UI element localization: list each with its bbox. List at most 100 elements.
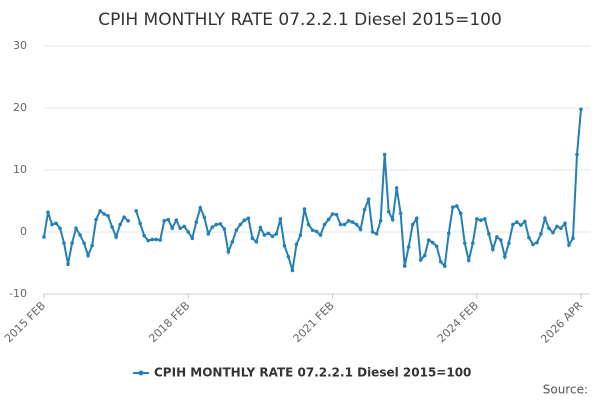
point xyxy=(334,212,339,217)
point xyxy=(122,215,126,219)
point xyxy=(318,233,323,237)
point xyxy=(410,222,415,227)
point xyxy=(462,241,467,245)
point xyxy=(206,232,211,236)
chart-title: CPIH MONTHLY RATE 07.2.2.1 Diesel 2015=1… xyxy=(98,10,502,30)
point xyxy=(547,226,551,231)
point xyxy=(390,217,395,222)
point xyxy=(42,235,46,239)
point xyxy=(278,217,283,221)
point xyxy=(202,215,207,219)
point xyxy=(434,244,439,249)
point xyxy=(394,186,399,190)
point xyxy=(86,253,90,258)
y-tick-label: -10 xyxy=(9,287,27,300)
y-tick-label: 10 xyxy=(13,163,27,176)
point xyxy=(98,209,102,213)
point xyxy=(338,222,343,227)
point xyxy=(94,217,98,222)
point xyxy=(290,268,295,273)
point xyxy=(571,236,575,240)
point xyxy=(406,245,411,249)
point xyxy=(178,226,183,231)
point xyxy=(306,222,311,227)
source: Source: xyxy=(543,383,588,397)
legend-marker xyxy=(138,370,144,376)
point xyxy=(310,228,315,232)
point xyxy=(507,241,511,245)
point xyxy=(110,225,114,229)
point xyxy=(487,232,491,236)
point xyxy=(499,238,503,242)
point xyxy=(226,250,231,254)
point xyxy=(90,243,94,248)
point xyxy=(50,222,54,227)
point xyxy=(326,217,331,222)
point xyxy=(190,236,195,240)
point xyxy=(286,254,291,259)
point xyxy=(74,226,78,231)
x-tick-label: 2021 FEB xyxy=(291,299,337,345)
point xyxy=(210,225,215,229)
point xyxy=(246,216,251,221)
point xyxy=(483,217,487,221)
point xyxy=(114,235,118,239)
point xyxy=(182,224,187,229)
point xyxy=(146,238,150,243)
x-tick-label: 2024 FEB xyxy=(435,299,481,345)
point xyxy=(539,232,543,236)
point xyxy=(82,241,86,245)
point xyxy=(567,243,571,247)
point xyxy=(118,222,122,227)
point xyxy=(559,226,563,231)
point xyxy=(186,230,191,234)
point xyxy=(555,224,559,229)
point xyxy=(126,219,130,223)
point xyxy=(382,152,387,157)
point xyxy=(170,226,175,231)
point xyxy=(298,233,303,237)
point xyxy=(438,259,443,264)
point xyxy=(54,221,58,226)
point xyxy=(294,242,299,247)
point xyxy=(579,107,583,112)
point xyxy=(234,228,239,232)
point xyxy=(458,211,463,216)
point xyxy=(282,243,287,248)
point xyxy=(366,197,371,201)
point xyxy=(342,222,347,227)
point xyxy=(270,234,275,239)
point xyxy=(250,236,255,240)
point xyxy=(543,216,547,221)
x-tick-label: 2026 APR xyxy=(538,299,585,346)
point xyxy=(214,222,219,227)
point xyxy=(350,220,355,224)
line xyxy=(43,109,582,271)
point xyxy=(78,233,82,237)
point xyxy=(322,222,327,227)
point xyxy=(519,223,523,227)
point xyxy=(262,233,267,237)
point xyxy=(222,227,227,231)
point xyxy=(62,241,66,245)
legend-label: CPIH MONTHLY RATE 07.2.2.1 Diesel 2015=1… xyxy=(154,366,471,380)
point xyxy=(166,217,171,222)
point xyxy=(386,209,391,214)
point xyxy=(258,225,263,230)
x-tick-label: 2018 FEB xyxy=(146,299,192,345)
point xyxy=(162,219,167,223)
point xyxy=(254,240,259,244)
point xyxy=(402,264,407,268)
point xyxy=(515,220,519,224)
point xyxy=(354,222,359,227)
point xyxy=(218,222,223,226)
point xyxy=(466,258,471,263)
point xyxy=(158,238,163,242)
point xyxy=(378,219,383,223)
point xyxy=(370,230,375,234)
point xyxy=(511,222,515,227)
point xyxy=(531,242,535,247)
point xyxy=(535,240,539,245)
point xyxy=(398,211,403,216)
